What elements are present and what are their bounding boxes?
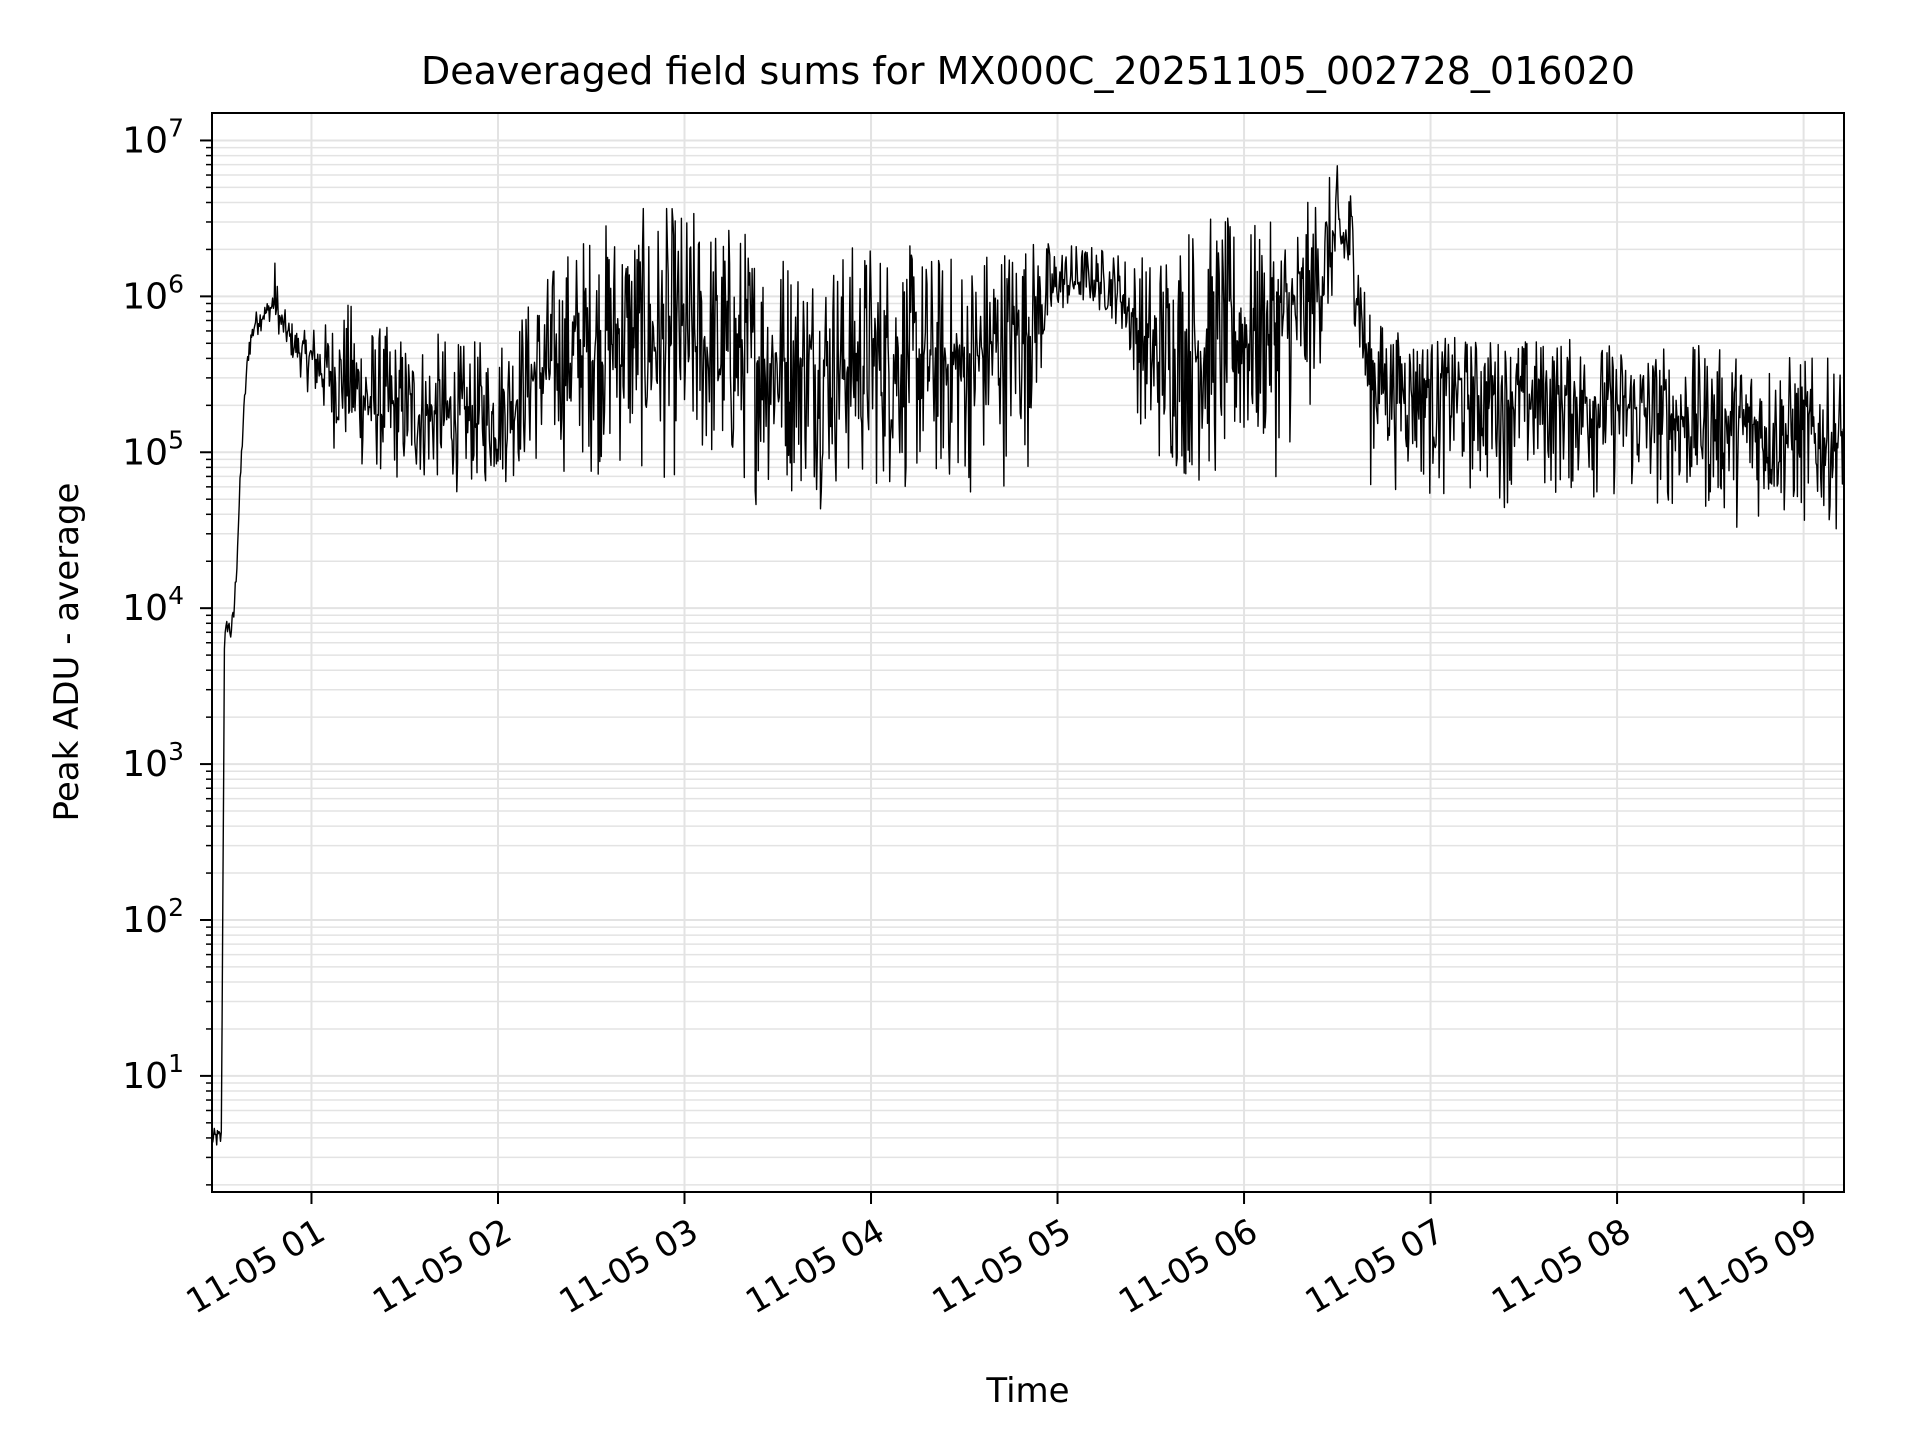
y-tick-label-base: 10 — [122, 1056, 168, 1097]
y-tick-label: 105 — [122, 425, 184, 473]
y-tick-label-exponent: 5 — [168, 425, 184, 454]
y-tick-label-exponent: 6 — [168, 269, 184, 298]
chart-title: Deaveraged field sums for MX000C_2025110… — [421, 49, 1635, 93]
y-tick-label: 106 — [122, 269, 184, 317]
y-tick-label: 103 — [122, 737, 184, 785]
y-tick-label-base: 10 — [122, 588, 168, 629]
y-tick-label-exponent: 4 — [168, 581, 184, 610]
plot-frame — [211, 112, 1845, 1193]
y-tick-label-exponent: 7 — [168, 113, 184, 142]
y-tick-label: 102 — [122, 893, 184, 941]
y-tick-label-exponent: 1 — [168, 1049, 184, 1078]
y-tick-label: 101 — [122, 1049, 184, 1097]
series-layer — [211, 165, 1845, 1146]
y-axis-label: Peak ADU - average — [47, 483, 87, 822]
y-tick-label-base: 10 — [122, 276, 168, 317]
y-tick-label-exponent: 2 — [168, 893, 184, 922]
y-tick-label-base: 10 — [122, 432, 168, 473]
y-tick-label-exponent: 3 — [168, 737, 184, 766]
y-tick-label-base: 10 — [122, 744, 168, 785]
x-axis-label: Time — [985, 1371, 1069, 1411]
y-tick-label-base: 10 — [122, 120, 168, 161]
y-tick-label: 104 — [122, 581, 184, 629]
series-line — [211, 165, 1845, 1146]
y-tick-label: 107 — [122, 113, 184, 161]
y-tick-label-base: 10 — [122, 900, 168, 941]
grid-layer — [212, 113, 1844, 1192]
